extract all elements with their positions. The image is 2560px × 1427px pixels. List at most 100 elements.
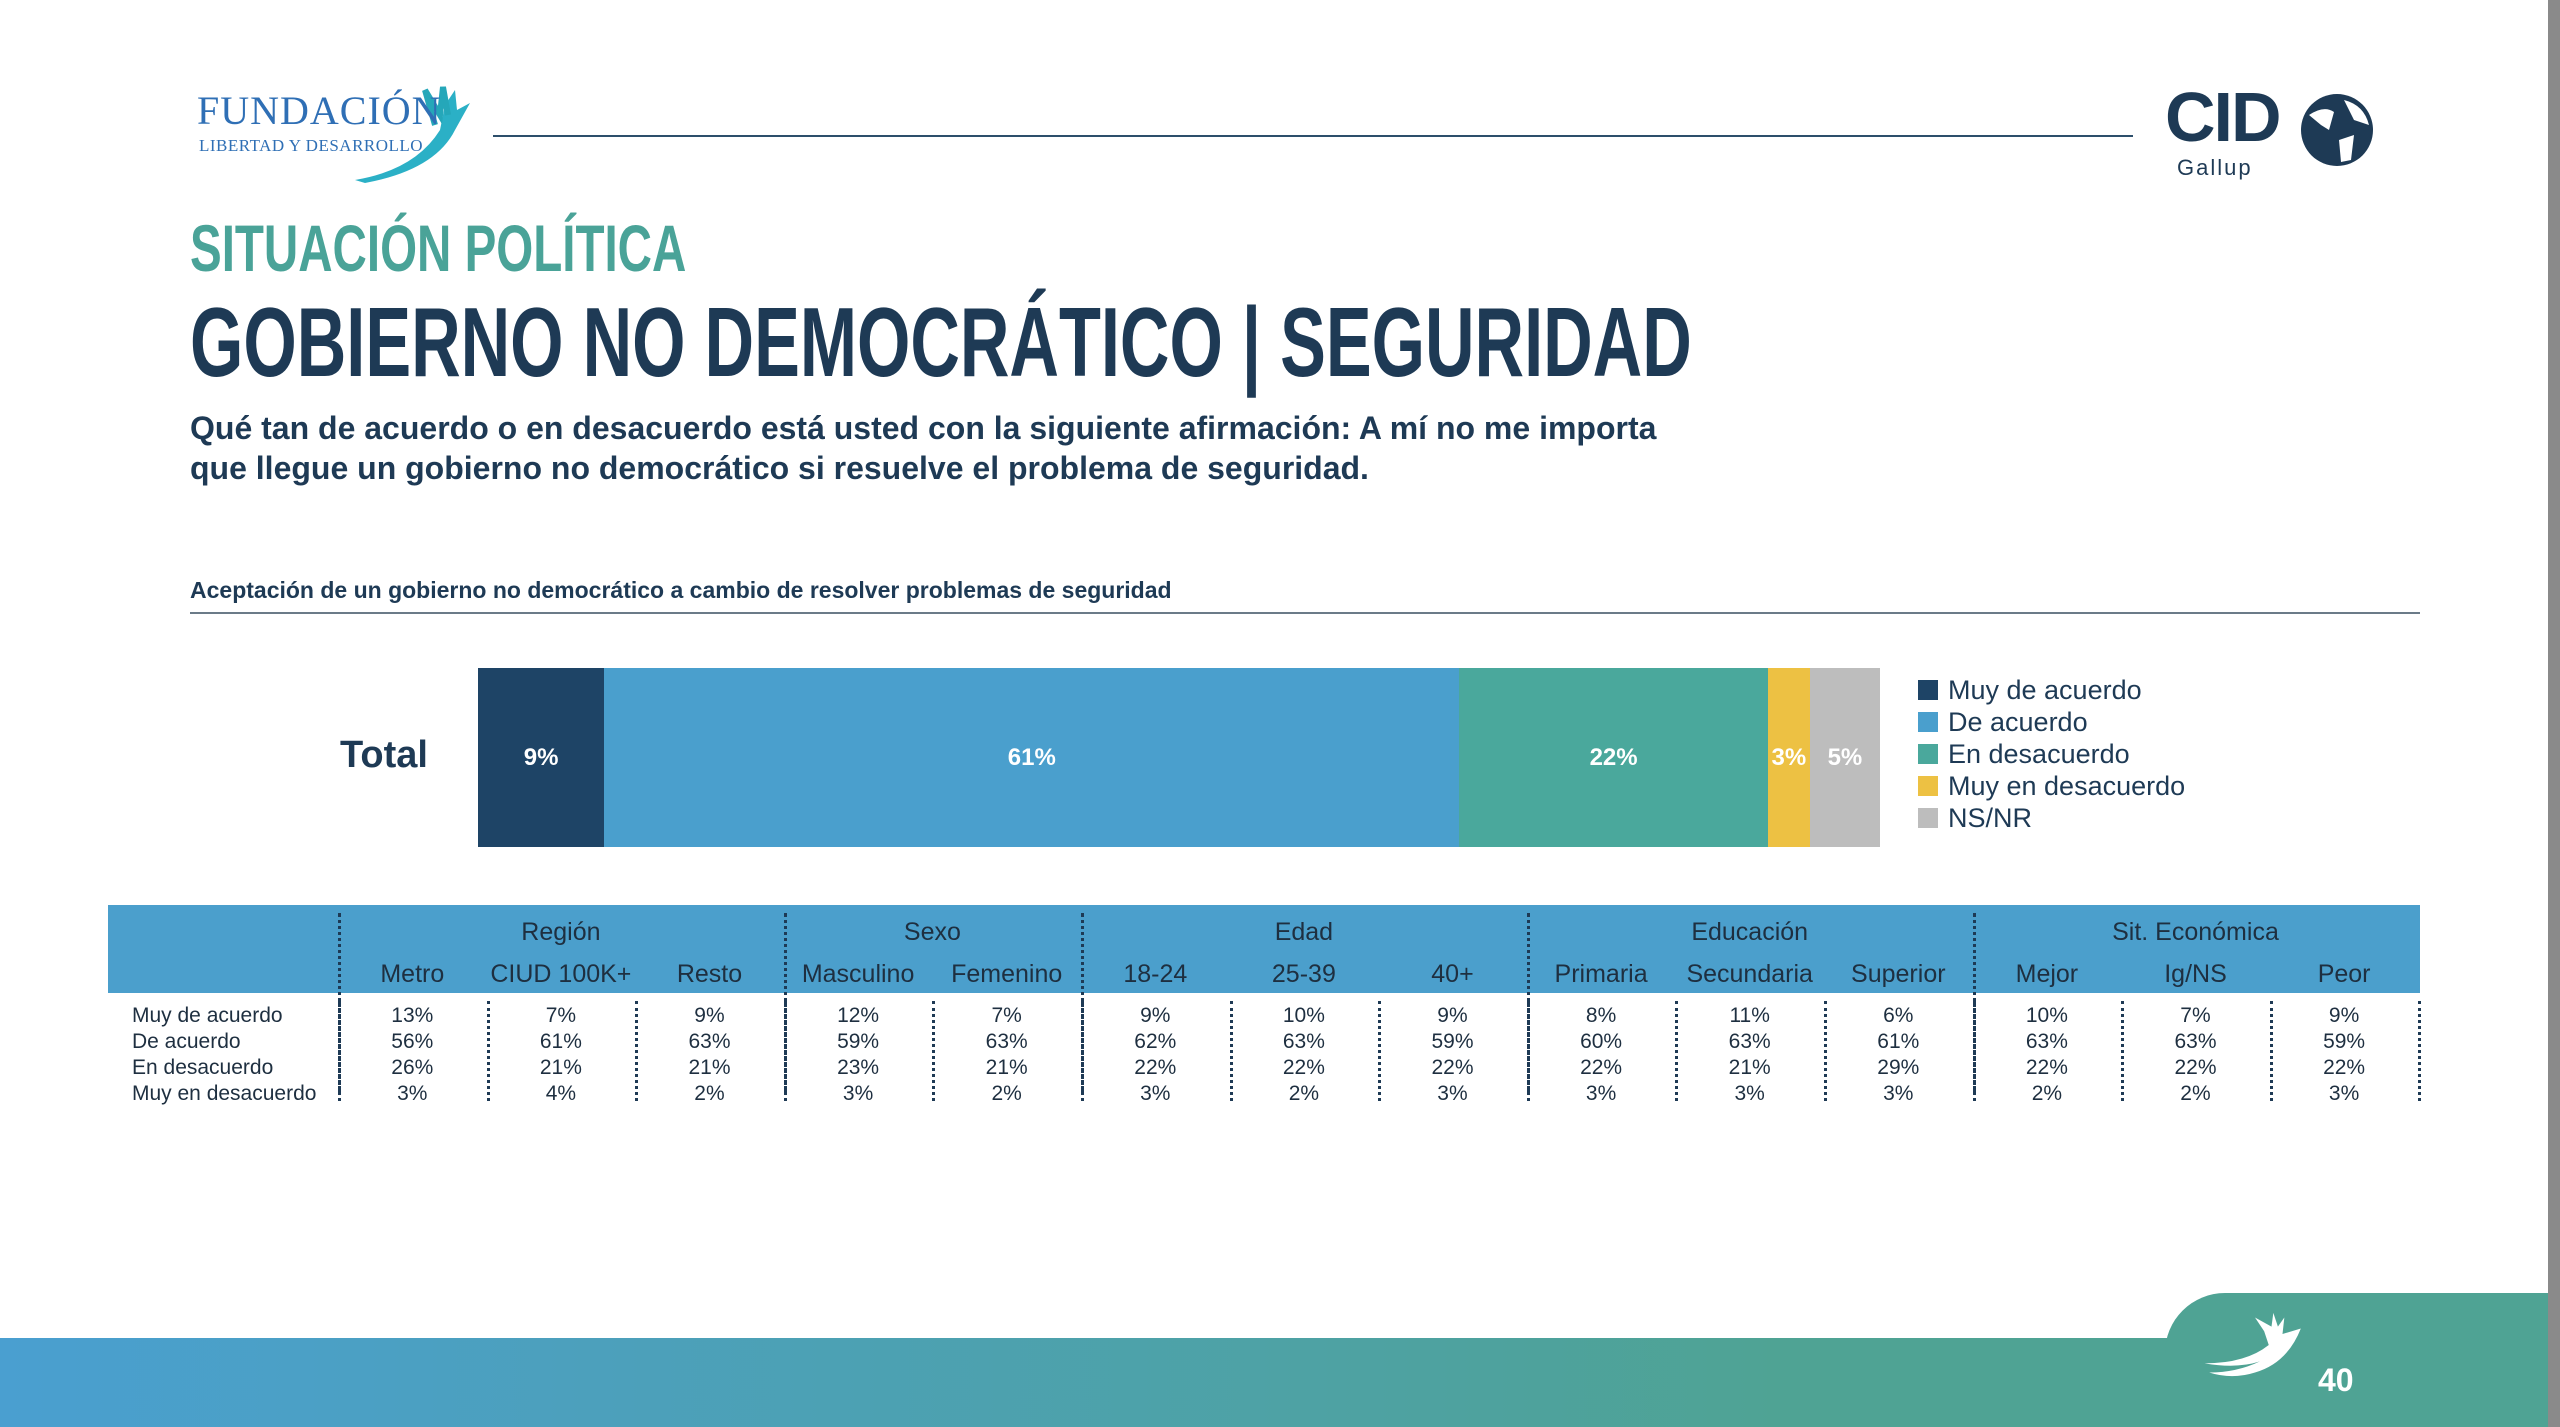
table-cell: 3%	[2328, 1082, 2360, 1105]
column-header: Primaria	[1554, 960, 1648, 988]
table-cell: 26%	[391, 1056, 434, 1079]
table-cell: 3%	[397, 1082, 428, 1105]
table-cell: 13%	[391, 1004, 434, 1027]
table-cell: 63%	[2174, 1030, 2217, 1053]
table-cell: 29%	[1877, 1056, 1920, 1079]
table-cell: 2%	[2031, 1082, 2063, 1105]
table-cell: 63%	[1282, 1030, 1325, 1053]
table-cell: 21%	[1728, 1056, 1771, 1079]
column-divider	[932, 1001, 936, 1101]
column-header: Superior	[1851, 960, 1946, 988]
data-label: 61%	[1007, 743, 1056, 771]
hand-logo-icon	[355, 86, 470, 183]
column-divider	[1824, 1001, 1827, 1101]
legend-label: De acuerdo	[1948, 707, 2088, 737]
column-header: Secundaria	[1686, 960, 1813, 988]
legend-swatch	[1918, 680, 1938, 700]
legend-swatch	[1918, 808, 1938, 828]
column-header: Peor	[2317, 960, 2371, 988]
table-cell: 3%	[842, 1082, 874, 1105]
legend-label: Muy en desacuerdo	[1948, 771, 2186, 801]
table-cell: 61%	[1877, 1030, 1920, 1053]
chart-title-divider	[190, 612, 2420, 614]
data-label: 5%	[1827, 743, 1863, 771]
table-cell: 9%	[1437, 1004, 1468, 1027]
data-label: 22%	[1589, 743, 1638, 771]
table-cell: 9%	[1140, 1004, 1171, 1027]
column-header: Ig/NS	[2164, 960, 2227, 988]
column-header: 18-24	[1123, 960, 1188, 988]
column-header: 25-39	[1271, 960, 1336, 988]
table-cell: 63%	[1728, 1030, 1771, 1053]
window-edge	[2548, 0, 2560, 1427]
legend-item: NS/NR	[1918, 802, 2185, 834]
logo-text: CID	[2165, 78, 2282, 156]
table-cell: 6%	[1883, 1004, 1914, 1027]
table-cell: 2%	[991, 1082, 1022, 1105]
table-cell: 22%	[1431, 1056, 1474, 1079]
column-divider	[1378, 1001, 1382, 1101]
bar-segment: 9%	[478, 668, 605, 847]
column-header: 40+	[1431, 960, 1474, 988]
table-cell: 59%	[2323, 1030, 2366, 1053]
legend-item: Muy de acuerdo	[1918, 674, 2185, 706]
group-header: Sit. Económica	[2112, 918, 2279, 946]
table-row: De acuerdo 56% 61% 63% 59% 63% 62% 63% 59% 60% 63%…	[108, 1029, 2420, 1055]
table-cell: 2%	[694, 1082, 725, 1105]
legend-swatch	[1918, 744, 1938, 764]
table-body: Muy de acuerdo 13% 7% 9% 12% 7% 9% 10% 9% 8% 11% 6%…	[108, 993, 2420, 1107]
column-divider	[1526, 1001, 1530, 1101]
table-cell: 60%	[1580, 1030, 1623, 1053]
table-cell: 63%	[985, 1030, 1028, 1053]
column-divider	[1972, 1001, 1976, 1101]
table-cell: 3%	[1140, 1082, 1171, 1105]
globe-icon	[2301, 94, 2373, 166]
table-cell: 9%	[2328, 1004, 2360, 1027]
column-divider	[338, 1001, 341, 1101]
table-cell: 61%	[539, 1030, 582, 1053]
table-cell: 22%	[2323, 1056, 2366, 1079]
table-cell: 11%	[1729, 1004, 1770, 1027]
hand-logo-icon	[2204, 1312, 2301, 1377]
table-cell: 12%	[837, 1004, 880, 1027]
header-divider	[493, 135, 2133, 137]
table-cell: 9%	[694, 1004, 725, 1027]
column-divider	[2121, 1001, 2125, 1101]
table-cell: 63%	[688, 1030, 731, 1053]
table-cell: 62%	[1134, 1030, 1177, 1053]
bar-segment: 5%	[1809, 668, 1880, 847]
legend-item: De acuerdo	[1918, 706, 2185, 738]
column-header: Femenino	[951, 960, 1063, 988]
table-cell: 3%	[1883, 1082, 1914, 1105]
table-cell: 22%	[1134, 1056, 1177, 1079]
bar-segment: 61%	[604, 668, 1460, 847]
legend-item: Muy en desacuerdo	[1918, 770, 2185, 802]
group-header: Región	[521, 918, 601, 946]
table-cell: 10%	[1282, 1004, 1325, 1027]
column-header: Masculino	[801, 960, 915, 988]
column-header: CIUD 100K+	[490, 960, 632, 988]
table-cell: 22%	[2174, 1056, 2217, 1079]
legend-label: En desacuerdo	[1948, 739, 2130, 769]
table-cell: 7%	[545, 1004, 577, 1027]
table-cell: 56%	[391, 1030, 434, 1053]
legend-label: NS/NR	[1948, 803, 2033, 833]
column-divider	[635, 1001, 639, 1101]
legend-swatch	[1918, 712, 1938, 732]
table-cell: 3%	[1585, 1082, 1617, 1105]
table-cell: 22%	[1580, 1056, 1623, 1079]
group-header: Edad	[1274, 918, 1334, 946]
footer-band	[0, 1338, 2548, 1427]
logo-subtext: LIBERTAD Y DESARROLLO	[199, 136, 424, 155]
table-cell: 7%	[2180, 1004, 2211, 1027]
column-header: Metro	[380, 960, 445, 988]
table-cell: 4%	[545, 1082, 577, 1105]
table-cell: 21%	[688, 1056, 731, 1079]
column-divider	[1675, 1001, 1679, 1101]
section-heading: SITUACIÓN POLÍTICA	[190, 211, 687, 285]
chart-title: Aceptación de un gobierno no democrático…	[190, 577, 1172, 603]
group-header: Sexo	[903, 918, 961, 946]
legend-label: Muy de acuerdo	[1948, 675, 2142, 705]
table-cell: 7%	[991, 1004, 1022, 1027]
table-row: Muy de acuerdo 13% 7% 9% 12% 7% 9% 10% 9% 8% 11% 6%…	[108, 1003, 2420, 1029]
